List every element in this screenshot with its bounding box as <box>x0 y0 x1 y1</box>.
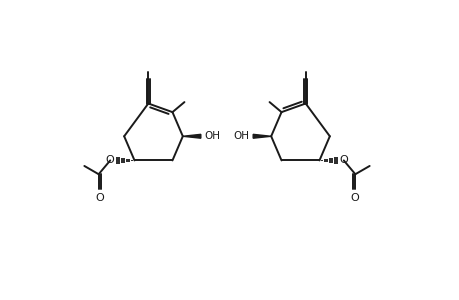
Text: O: O <box>339 155 347 165</box>
Text: O: O <box>95 193 104 203</box>
Text: OH: OH <box>204 131 220 141</box>
Polygon shape <box>252 134 271 138</box>
Text: OH: OH <box>233 131 249 141</box>
Polygon shape <box>182 134 201 138</box>
Text: O: O <box>106 155 114 165</box>
Text: O: O <box>349 193 358 203</box>
